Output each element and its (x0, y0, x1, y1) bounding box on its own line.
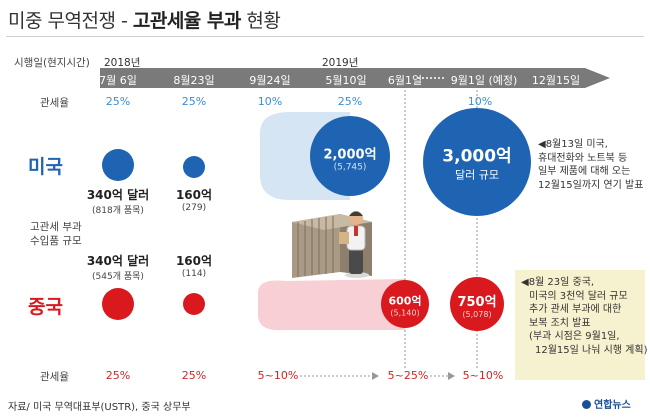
arrow-6-1-head (448, 372, 455, 380)
cn-growth-trail (258, 279, 405, 331)
logo-icon (582, 400, 591, 409)
us-amount-8-23: 160억 (175, 188, 213, 202)
source-footer: 자료/ 미국 무역대표부(USTR), 중국 상무부 (8, 402, 191, 413)
us-label: 미국 (28, 156, 63, 178)
tariff-label-top: 관세율 (40, 97, 69, 109)
us-amount-7-6: 340억 달러 (86, 188, 150, 202)
date-9-24: 9월24일 (249, 74, 291, 87)
date-8-23: 8월23일 (173, 74, 215, 87)
cn-label: 중국 (28, 296, 63, 318)
cn-bubble-8-23 (183, 293, 205, 315)
cn-items-8-23: (114) (181, 269, 207, 279)
cn-items-7-6: (545개 품목) (92, 272, 144, 282)
cn-bubble-750-text: 750억 (5,078) (457, 295, 497, 319)
us-note: ◀8월13일 미국, 휴대전화와 노트북 등 일부 제품에 대해 오는 12월1… (538, 139, 644, 191)
cn-rate-9-1: 5~10% (462, 369, 504, 382)
us-rate-9-1: 10% (467, 95, 493, 108)
us-items-7-6: (818개 품목) (92, 206, 144, 216)
cn-rate-9-24: 5~10% (257, 369, 299, 382)
title-divider (6, 36, 644, 37)
cn-amount-8-23: 160억 (175, 254, 213, 268)
tariff-label-bottom: 관세율 (40, 371, 69, 383)
import-size-label: 고관세 부과 수입품 규모 (30, 221, 82, 247)
us-bubble-8-23 (183, 156, 205, 178)
cn-note-box (515, 270, 645, 380)
cn-rate-7-6: 25% (105, 369, 131, 382)
us-bubble-3000-text: 3,000억 달러 규모 (442, 146, 512, 182)
date-7-6: 7월 6일 (99, 74, 137, 87)
us-bubble-7-6 (102, 149, 134, 181)
yonhap-logo: 연합뉴스 (582, 396, 631, 411)
page-title: 미중 무역전쟁 - 고관세율 부과 현황 (8, 10, 281, 32)
date-12-15: 12월15일 (531, 74, 581, 87)
date-9-1-planned: 9월1일 (예정) (450, 74, 518, 87)
cn-bubble-7-6 (102, 288, 134, 320)
cn-bubble-600-text: 600억 (5,140) (388, 294, 422, 318)
cn-note: ◀8월 23일 중국, 미국의 3천억 달러 규모 추가 관세 부과에 대한 보… (521, 277, 648, 356)
worker-illustration (339, 211, 369, 278)
timeline-arrow (100, 68, 610, 88)
year-2019-label: 2019년 (322, 57, 359, 69)
year-2018-label: 2018년 (104, 57, 141, 69)
arrow-5-10-head (372, 372, 379, 380)
us-rate-8-23: 25% (181, 95, 207, 108)
us-rate-7-6: 25% (105, 95, 131, 108)
date-6-1: 6월1일 (387, 74, 423, 87)
us-bubble-3000 (423, 108, 531, 216)
us-items-8-23: (279) (181, 203, 207, 213)
axis-label: 시행일(현지시간) (14, 57, 90, 69)
cn-rate-8-23: 25% (181, 369, 207, 382)
us-rate-5-10: 25% (337, 95, 363, 108)
us-bubble-2000-text: 2,000억 (5,745) (323, 147, 377, 173)
cn-amount-7-6: 340억 달러 (86, 254, 150, 268)
date-5-10: 5월10일 (325, 74, 367, 87)
us-bubble-2000 (310, 116, 390, 196)
cn-bubble-750 (450, 277, 504, 331)
cn-rate-6-1: 5~25% (387, 369, 429, 382)
cn-bubble-600 (381, 280, 429, 328)
us-rate-9-24: 10% (257, 95, 283, 108)
